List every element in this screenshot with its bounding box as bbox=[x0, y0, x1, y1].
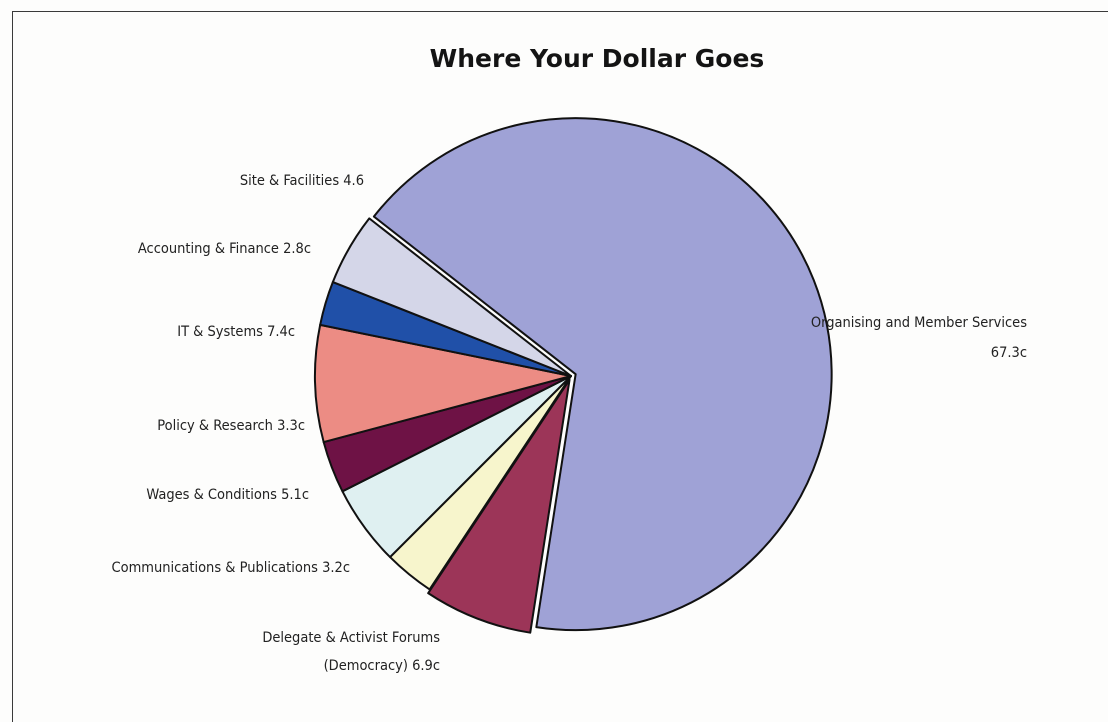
slice-label-6: IT & Systems 7.4c bbox=[177, 324, 295, 340]
pie-slice-6 bbox=[314, 323, 572, 444]
slice-label-8: Site & Facilities 4.6 bbox=[240, 173, 364, 189]
slice-label-5: Policy & Research 3.3c bbox=[157, 418, 305, 434]
slice-label-7: Accounting & Finance 2.8c bbox=[138, 241, 311, 257]
slice-label-2: Delegate & Activist Forums bbox=[262, 630, 440, 646]
slice-label-3: Communications & Publications 3.2c bbox=[112, 560, 351, 576]
pie-slice-1 bbox=[372, 117, 833, 632]
page-frame bbox=[12, 11, 1108, 722]
slice-value-label-1: 67.3c bbox=[991, 345, 1027, 361]
slice-label-4: Wages & Conditions 5.1c bbox=[146, 487, 309, 503]
chart-title: Where Your Dollar Goes bbox=[430, 44, 765, 73]
pie-slice-2 bbox=[427, 378, 571, 634]
slice-value-label-2: (Democracy) 6.9c bbox=[324, 658, 440, 674]
slice-label-1: Organising and Member Services bbox=[811, 315, 1027, 331]
pie-slice-8 bbox=[331, 217, 572, 377]
slice-labels: Organising and Member Services 67.3c Deleg… bbox=[112, 173, 1028, 674]
pie-slices bbox=[314, 117, 833, 634]
